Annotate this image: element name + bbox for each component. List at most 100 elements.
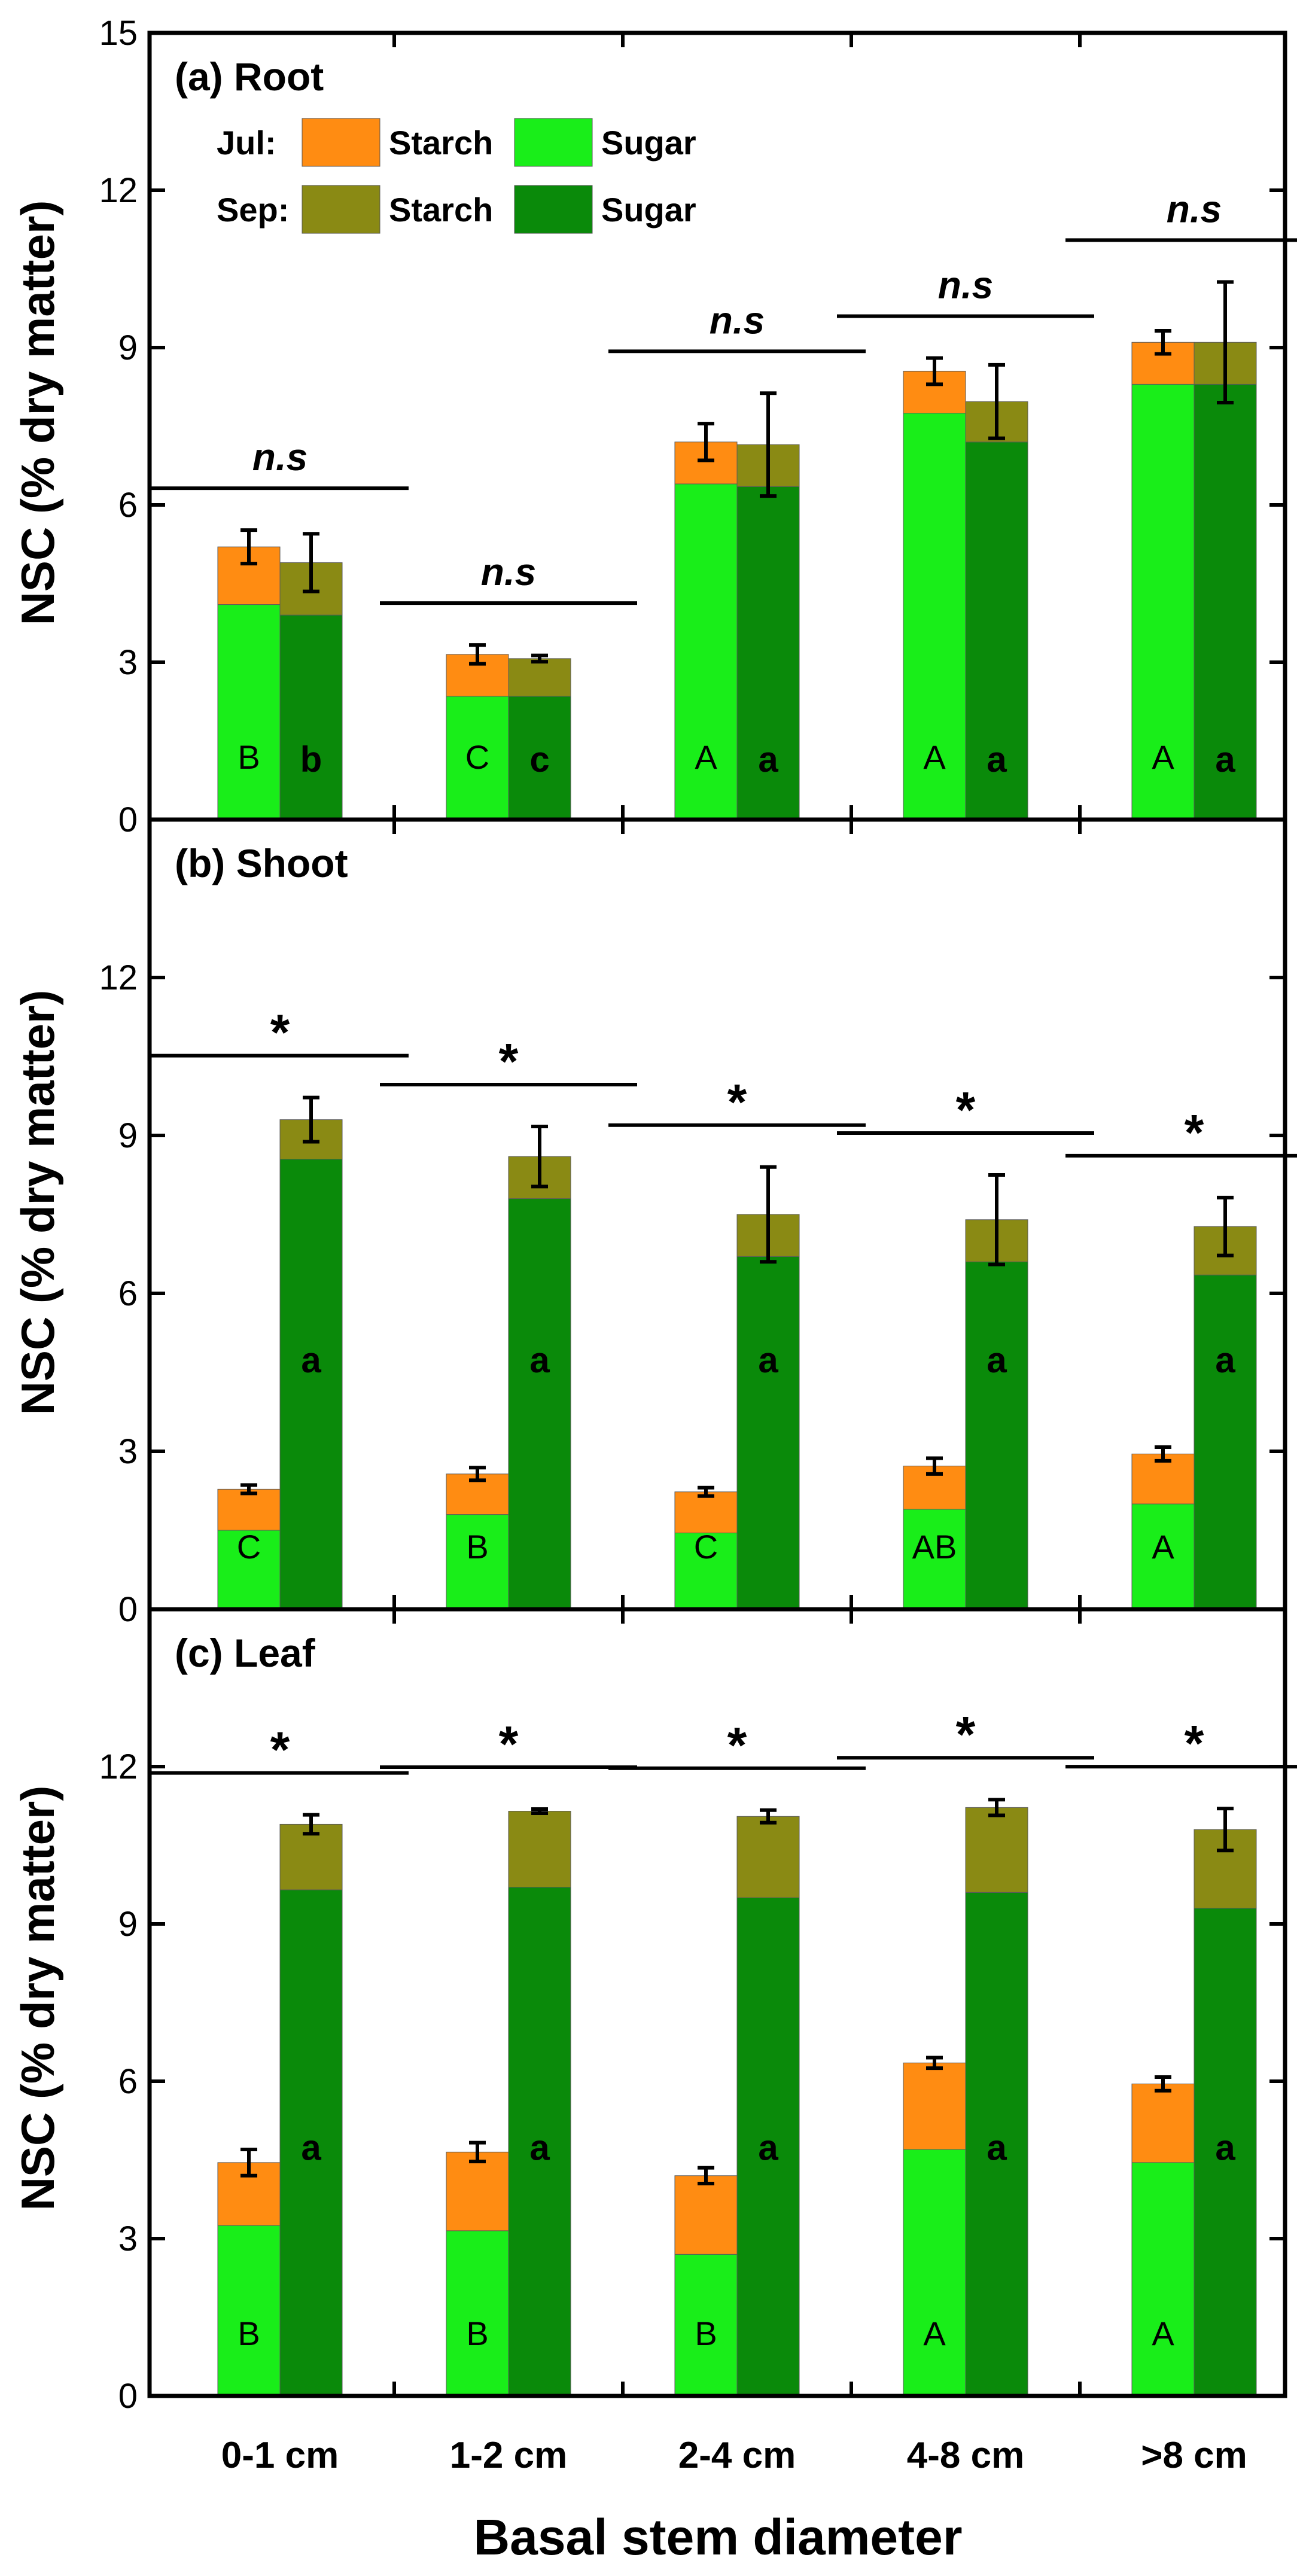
y-tick-label: 0	[118, 2377, 138, 2416]
jul-significance-letter: B	[466, 1528, 488, 1566]
bar-jul-starch	[674, 1491, 738, 1533]
comparison-marker: *	[956, 1082, 976, 1138]
bar-sep-starch	[508, 1811, 571, 1888]
y-tick-label: 9	[118, 1905, 138, 1944]
bar-sep-sugar	[965, 1261, 1028, 1610]
y-tick-label: 15	[99, 14, 138, 53]
bar-sep-starch	[736, 1816, 800, 1898]
y-tick-label: 0	[118, 800, 138, 839]
bar-jul-sugar	[1131, 2162, 1195, 2397]
sep-significance-letter: a	[987, 739, 1007, 780]
legend-sep-label: Sep:	[217, 191, 289, 229]
bar-sep-sugar	[965, 1892, 1028, 2397]
sep-significance-letter: a	[758, 2128, 778, 2168]
bar-jul-starch	[446, 2151, 509, 2231]
jul-significance-letter: B	[238, 2315, 260, 2352]
comparison-marker: n.s	[710, 299, 765, 342]
jul-significance-letter: B	[466, 2315, 488, 2352]
bar-sep-sugar	[736, 1256, 800, 1610]
sep-significance-letter: a	[529, 1340, 550, 1380]
y-tick-label: 12	[99, 171, 138, 210]
legend-sep-starch-swatch	[302, 185, 380, 234]
bar-jul-sugar	[446, 1514, 509, 1610]
legend-jul-starch-label: Starch	[389, 124, 493, 162]
jul-significance-letter: A	[1152, 2315, 1174, 2352]
x-axis-label: Basal stem diameter	[473, 2509, 962, 2565]
comparison-marker: *	[499, 1033, 519, 1089]
sep-significance-letter: a	[758, 739, 778, 780]
y-tick-label: 0	[118, 1590, 138, 1629]
bar-jul-starch	[1131, 2083, 1195, 2163]
panel-title: (b) Shoot	[175, 841, 348, 885]
x-tick-label: 2-4 cm	[678, 2435, 796, 2476]
bar-sep-sugar	[508, 1887, 571, 2397]
bar-sep-sugar	[736, 486, 800, 820]
panel: Ba * Ba * Ba * Aa * Aa * 0 3 6 9 12 (c) Leaf 0-1 cm 1-2 c…	[99, 1607, 1297, 2476]
jul-significance-letter: B	[695, 2315, 717, 2352]
x-tick-label: 1-2 cm	[450, 2435, 567, 2476]
sep-significance-letter: a	[529, 2128, 550, 2168]
bar-jul-sugar	[1131, 383, 1195, 820]
bar-jul-sugar	[217, 604, 281, 820]
jul-significance-letter: A	[695, 738, 717, 776]
y-axis-label: NSC (% dry matter)	[11, 990, 64, 1415]
comparison-marker: n.s	[1167, 187, 1222, 230]
legend-sep-sugar-label: Sugar	[601, 191, 696, 229]
bar-jul-sugar	[903, 2149, 966, 2397]
y-axis-label: NSC (% dry matter)	[11, 1786, 64, 2211]
bar-sep-sugar	[279, 1889, 343, 2397]
comparison-marker: *	[1185, 1104, 1204, 1161]
comparison-marker: n.s	[481, 550, 536, 593]
bar-sep-sugar	[1194, 1274, 1257, 1610]
comparison-marker: n.s	[938, 264, 993, 307]
y-tick-label: 6	[118, 2062, 138, 2101]
jul-significance-letter: A	[923, 2315, 946, 2352]
bar-sep-sugar	[279, 614, 343, 820]
y-tick-label: 9	[118, 1116, 138, 1155]
y-axis-label: NSC (% dry matter)	[11, 200, 64, 626]
sep-significance-letter: a	[301, 2128, 321, 2168]
panel-frame	[147, 1607, 1287, 2398]
comparison-marker: *	[727, 1717, 747, 1773]
bar-jul-sugar	[674, 2254, 738, 2397]
sep-significance-letter: a	[1215, 739, 1235, 780]
y-tick-label: 12	[99, 958, 138, 997]
panel-title: (a) Root	[175, 54, 324, 99]
legend-sep-sugar-swatch	[514, 185, 593, 234]
y-tick-label: 3	[118, 2219, 138, 2258]
x-tick-label: >8 cm	[1141, 2435, 1247, 2476]
bar-jul-sugar	[903, 413, 966, 820]
sep-significance-letter: a	[301, 1340, 321, 1380]
x-tick-label: 0-1 cm	[221, 2435, 339, 2476]
sep-significance-letter: a	[1215, 2128, 1235, 2168]
bar-sep-sugar	[736, 1897, 800, 2397]
bar-sep-sugar	[1194, 383, 1257, 820]
bar-jul-sugar	[674, 483, 738, 820]
bar-jul-starch	[217, 1488, 281, 1531]
panel: Ca * Ba * Ca * AB a * Aa * 0 3 6 9 12 (b) Shoot	[99, 817, 1297, 1629]
y-tick-label: 3	[118, 643, 138, 682]
y-tick-label: 6	[118, 1274, 138, 1313]
bar-sep-sugar	[508, 696, 571, 820]
x-tick-label: 4-8 cm	[907, 2435, 1024, 2476]
comparison-marker: *	[270, 1722, 290, 1778]
bar-sep-starch	[965, 1807, 1028, 1893]
sep-significance-letter: a	[987, 2128, 1007, 2168]
legend-sep-starch-label: Starch	[389, 191, 493, 229]
panel-title: (c) Leaf	[175, 1631, 316, 1675]
sep-significance-letter: c	[529, 739, 549, 780]
bar-sep-sugar	[1194, 1908, 1257, 2397]
sep-significance-letter: a	[758, 1340, 778, 1380]
jul-significance-letter: A	[1152, 738, 1174, 776]
comparison-marker: *	[1185, 1715, 1204, 1771]
comparison-marker: n.s	[252, 436, 307, 479]
bar-sep-sugar	[279, 1159, 343, 1610]
bar-sep-starch	[508, 658, 571, 697]
sep-significance-letter: b	[300, 739, 322, 780]
bar-sep-sugar	[508, 1198, 571, 1610]
jul-significance-letter: C	[465, 738, 489, 776]
jul-significance-letter: B	[238, 738, 260, 776]
